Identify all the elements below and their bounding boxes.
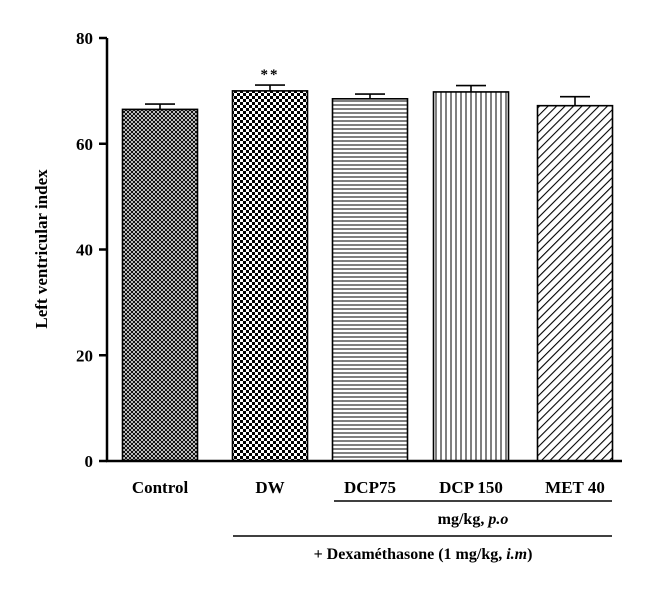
y-tick-label: 40 <box>76 241 93 260</box>
error-bars <box>145 84 590 110</box>
y-axis-ticks: 0 20 40 60 80 <box>76 29 107 471</box>
bar-dw <box>231 90 309 462</box>
bar-control <box>121 108 199 462</box>
x-category-label: MET 40 <box>545 478 605 497</box>
bars <box>121 90 614 462</box>
y-tick-label: 0 <box>85 452 94 471</box>
category-labels: Control DW DCP75 DCP 150 MET 40 <box>132 478 605 497</box>
y-axis-title: Left ventricular index <box>32 169 51 329</box>
x-category-label: DW <box>255 478 284 497</box>
bar-dcp75 <box>331 98 409 462</box>
x-category-label: Control <box>132 478 189 497</box>
x-category-label: DCP 150 <box>439 478 503 497</box>
bar-met-40 <box>536 104 614 462</box>
significance-markers: ** <box>261 67 280 83</box>
y-tick-label: 80 <box>76 29 93 48</box>
dose-label: mg/kg, p.o <box>438 511 509 528</box>
treatment-label: + Dexaméthasone (1 mg/kg, i.m) <box>314 546 533 563</box>
x-category-label: DCP75 <box>344 478 396 497</box>
significance-marker: ** <box>261 67 280 83</box>
y-tick-label: 60 <box>76 135 93 154</box>
y-tick-label: 20 <box>76 346 93 365</box>
bar-dcp-150 <box>432 91 510 462</box>
